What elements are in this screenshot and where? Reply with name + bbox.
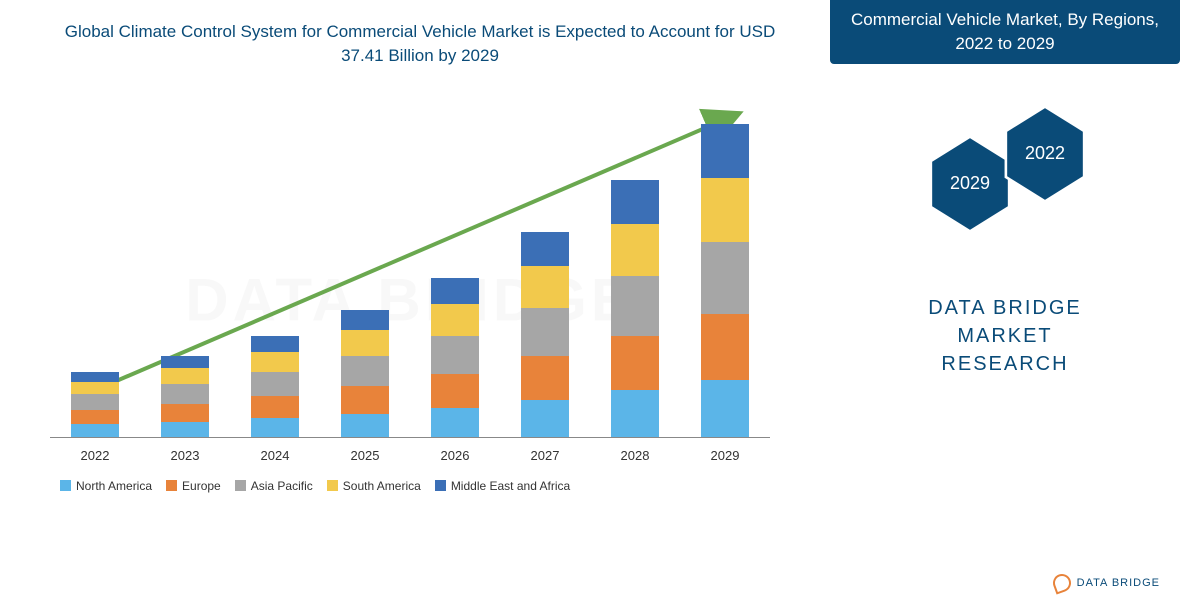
legend-label: Middle East and Africa [451,479,570,493]
bar-segment [161,356,209,368]
legend-label: South America [343,479,421,493]
bar-column [335,310,395,438]
legend-item: Asia Pacific [235,479,313,493]
bar-segment [521,400,569,438]
bar-segment [521,356,569,400]
bar-segment [251,396,299,418]
legend-swatch [166,480,177,491]
bar-segment [701,242,749,314]
bar-segment [701,314,749,380]
legend-swatch [60,480,71,491]
footer-logo: DATA BRIDGE [1053,574,1160,592]
bar-stack [251,336,299,438]
bar-segment [161,404,209,422]
bar-stack [341,310,389,438]
legend-swatch [235,480,246,491]
bar-stack [431,278,479,438]
x-axis-label: 2026 [425,448,485,463]
chart-title: Global Climate Control System for Commer… [30,20,810,68]
bar-segment [611,224,659,276]
legend-label: North America [76,479,152,493]
chart-baseline [50,437,770,438]
bar-segment [431,374,479,408]
bar-segment [71,410,119,424]
bar-column [65,372,125,438]
bar-segment [611,180,659,224]
x-axis-label: 2027 [515,448,575,463]
bar-segment [611,336,659,390]
bar-segment [251,418,299,438]
legend-item: South America [327,479,421,493]
bar-segment [431,304,479,336]
stacked-bar-chart: 2022 2023 2024 2025 2026 2027 2028 2029 North A… [30,78,790,498]
bar-segment [251,336,299,352]
brand-text: DATA BRIDGE MARKET RESEARCH [928,294,1082,378]
bar-segment [341,414,389,438]
legend-item: North America [60,479,152,493]
brand-line-3: RESEARCH [928,350,1082,378]
bar-segment [521,266,569,308]
x-axis-label: 2025 [335,448,395,463]
bar-segment [521,308,569,356]
legend-swatch [327,480,338,491]
bar-segment [701,124,749,178]
x-axis-label: 2023 [155,448,215,463]
bar-segment [611,390,659,438]
legend-label: Europe [182,479,221,493]
bars-container [50,98,770,438]
hexagon-2022: 2022 [1000,104,1090,204]
bar-segment [341,356,389,386]
bar-stack [71,372,119,438]
bar-column [155,356,215,438]
bar-segment [161,368,209,384]
bar-stack [701,124,749,438]
bar-column [245,336,305,438]
hexagon-badges: 2029 2022 [905,94,1105,244]
legend-label: Asia Pacific [251,479,313,493]
bar-segment [431,278,479,304]
bar-stack [161,356,209,438]
hex-left-label: 2029 [950,173,990,194]
bar-column [425,278,485,438]
bar-column [695,124,755,438]
x-axis-label: 2028 [605,448,665,463]
bar-segment [161,422,209,438]
bar-column [605,180,665,438]
bar-segment [251,372,299,396]
bar-column [515,232,575,438]
brand-line-1: DATA BRIDGE [928,294,1082,322]
bar-segment [611,276,659,336]
bar-segment [701,178,749,242]
bar-segment [341,310,389,330]
bar-segment [251,352,299,372]
bar-stack [521,232,569,438]
right-panel: Commercial Vehicle Market, By Regions, 2… [820,0,1200,600]
bar-segment [71,372,119,382]
legend-swatch [435,480,446,491]
left-panel: DATA BRIDGE Global Climate Control Syste… [0,0,820,600]
bar-segment [521,232,569,266]
chart-legend: North America Europe Asia Pacific South Ame… [60,479,780,493]
bar-segment [701,380,749,438]
bar-segment [71,424,119,438]
x-axis-label: 2024 [245,448,305,463]
bar-segment [71,382,119,394]
right-title: Commercial Vehicle Market, By Regions, 2… [830,0,1180,64]
x-axis-labels: 2022 2023 2024 2025 2026 2027 2028 2029 [50,448,770,463]
legend-item: Middle East and Africa [435,479,570,493]
bar-segment [341,386,389,414]
logo-mark-icon [1050,571,1073,594]
bar-segment [161,384,209,404]
bar-segment [431,408,479,438]
x-axis-label: 2022 [65,448,125,463]
bar-segment [71,394,119,410]
legend-item: Europe [166,479,221,493]
bar-stack [611,180,659,438]
bar-segment [341,330,389,356]
footer-brand-text: DATA BRIDGE [1077,577,1160,589]
x-axis-label: 2029 [695,448,755,463]
bar-segment [431,336,479,374]
brand-line-2: MARKET [928,322,1082,350]
hex-right-label: 2022 [1025,143,1065,164]
